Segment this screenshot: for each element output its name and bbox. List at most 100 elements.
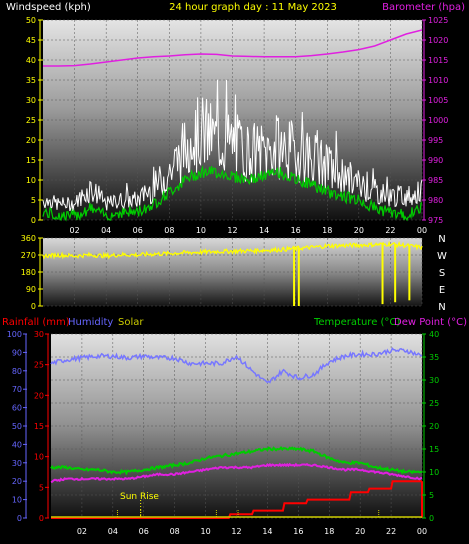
temperature-tick-label: 30 <box>429 376 439 385</box>
barometer-series-line <box>43 29 423 67</box>
rainfall-tick-label: 25 <box>34 361 44 370</box>
temperature-tick-label: 5 <box>429 491 434 500</box>
panel2-marks <box>42 240 423 306</box>
compass-label: S <box>439 268 445 279</box>
rainfall-series-line <box>51 480 422 519</box>
direction-tick-label: 270 <box>21 251 36 260</box>
barometer-tick-label: 1015 <box>428 56 448 65</box>
time-tick-label: 18 <box>324 527 334 536</box>
barometer-tick-label: 1020 <box>428 36 448 45</box>
barometer-tick-label: 990 <box>428 156 443 165</box>
humidity-tick-label: 40 <box>12 440 22 449</box>
barometer-tick-label: 1025 <box>428 16 448 25</box>
barometer-tick-label: 1000 <box>428 116 448 125</box>
compass-label: N <box>438 302 445 313</box>
temperature-tick-label: 40 <box>429 330 439 339</box>
humidity-tick-label: 80 <box>12 367 22 376</box>
temperature-tick-label: 10 <box>429 468 439 477</box>
dewpoint-title: Dew Point (°C) <box>394 317 467 328</box>
panel3-axes: 0102030405060708090100051015202530051015… <box>7 330 439 536</box>
rainfall-tick-label: 30 <box>34 330 44 339</box>
time-tick-label: 10 <box>200 527 210 536</box>
wind-tick-label: 15 <box>26 156 36 165</box>
time-tick-label: 00 <box>417 527 427 536</box>
humidity-tick-label: 60 <box>12 404 22 413</box>
windspeed-average-series-line <box>42 165 422 222</box>
time-tick-label: 22 <box>386 527 396 536</box>
time-tick-label: 18 <box>322 226 332 235</box>
humidity-tick-label: 100 <box>7 330 22 339</box>
barometer-tick-label: 980 <box>428 196 443 205</box>
temperature-tick-label: 35 <box>429 353 439 362</box>
barometer-tick-label: 1005 <box>428 96 448 105</box>
time-tick-label: 06 <box>139 527 149 536</box>
wind-tick-label: 30 <box>26 96 36 105</box>
rainfall-tick-label: 0 <box>39 514 44 523</box>
barometer-title: Barometer (hpa) <box>382 2 465 13</box>
solar-title: Solar <box>118 317 144 328</box>
temperature-tick-label: 15 <box>429 445 439 454</box>
temperature-tick-label: 20 <box>429 422 439 431</box>
wind-tick-label: 40 <box>26 56 36 65</box>
time-tick-label: 22 <box>385 226 395 235</box>
rainfall-tick-label: 15 <box>34 422 44 431</box>
time-tick-label: 16 <box>291 226 301 235</box>
time-tick-label: 06 <box>133 226 143 235</box>
barometer-tick-label: 1010 <box>428 76 448 85</box>
temperature-series-line <box>50 445 423 476</box>
time-tick-label: 08 <box>164 226 174 235</box>
time-tick-label: 10 <box>196 226 206 235</box>
windspeed-title: Windspeed (kph) <box>6 2 91 13</box>
rainfall-tick-label: 20 <box>34 391 44 400</box>
dewpoint-series-line <box>50 462 422 484</box>
temperature-tick-label: 25 <box>429 399 439 408</box>
time-tick-label: 02 <box>69 226 79 235</box>
time-tick-label: 04 <box>101 226 111 235</box>
humidity-tick-label: 0 <box>17 514 22 523</box>
wind-tick-label: 5 <box>31 196 36 205</box>
wind-tick-label: 0 <box>31 216 36 225</box>
direction-tick-label: 180 <box>21 268 36 277</box>
time-tick-label: 02 <box>77 527 87 536</box>
temperature-humidity-panel: 0102030405060708090100051015202530051015… <box>7 330 439 536</box>
humidity-tick-label: 30 <box>12 459 22 468</box>
wind-barometer-panel: 0510152025303540455097598098599099510001… <box>26 16 449 235</box>
windspeed-series-line <box>42 79 423 212</box>
panel2-grid <box>43 237 423 307</box>
sunrise-label: Sun Rise <box>120 492 159 502</box>
wind-tick-label: 50 <box>26 16 36 25</box>
direction-tick-label: 0 <box>31 302 36 311</box>
humidity-tick-label: 50 <box>12 422 22 431</box>
wind-tick-label: 20 <box>26 136 36 145</box>
chart-date-title: 24 hour graph day : 11 May 2023 <box>169 2 337 13</box>
direction-tick-label: 90 <box>26 285 36 294</box>
panel1-marks <box>42 29 423 222</box>
time-tick-label: 14 <box>262 527 272 536</box>
rainfall-title: Rainfall (mm) <box>2 317 70 328</box>
temperature-title: Temperature (°C) <box>313 317 400 328</box>
time-tick-label: 00 <box>417 226 427 235</box>
wind-direction-series-line <box>42 240 423 260</box>
temperature-tick-label: 0 <box>429 514 434 523</box>
time-tick-label: 08 <box>170 527 180 536</box>
panel3-marks <box>50 346 423 519</box>
wind-tick-label: 35 <box>26 76 36 85</box>
time-tick-label: 16 <box>293 527 303 536</box>
compass-label: W <box>437 251 447 262</box>
compass-label: E <box>439 285 445 296</box>
rainfall-tick-label: 10 <box>34 453 44 462</box>
humidity-tick-label: 90 <box>12 348 22 357</box>
humidity-series-line <box>50 346 423 384</box>
time-tick-label: 04 <box>108 527 118 536</box>
time-tick-label: 20 <box>355 527 365 536</box>
wind-tick-label: 10 <box>26 176 36 185</box>
panel1-axes: 0510152025303540455097598098599099510001… <box>26 16 449 235</box>
time-tick-label: 14 <box>259 226 269 235</box>
direction-tick-label: 360 <box>21 234 36 243</box>
rainfall-tick-label: 5 <box>39 483 44 492</box>
humidity-title: Humidity <box>68 317 113 328</box>
time-tick-label: 12 <box>231 527 241 536</box>
